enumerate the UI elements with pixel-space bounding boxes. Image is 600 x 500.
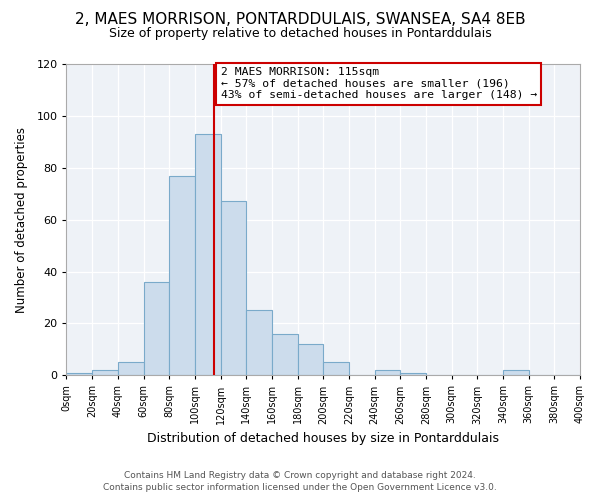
Bar bbox=[143, 282, 169, 376]
Bar bbox=[169, 176, 195, 376]
Bar bbox=[246, 310, 272, 376]
Text: 2, MAES MORRISON, PONTARDDULAIS, SWANSEA, SA4 8EB: 2, MAES MORRISON, PONTARDDULAIS, SWANSEA… bbox=[74, 12, 526, 28]
Bar bbox=[298, 344, 323, 376]
Text: Contains HM Land Registry data © Crown copyright and database right 2024.
Contai: Contains HM Land Registry data © Crown c… bbox=[103, 471, 497, 492]
Bar bbox=[221, 202, 246, 376]
Bar bbox=[323, 362, 349, 376]
X-axis label: Distribution of detached houses by size in Pontarddulais: Distribution of detached houses by size … bbox=[147, 432, 499, 445]
Bar bbox=[92, 370, 118, 376]
Text: 2 MAES MORRISON: 115sqm
← 57% of detached houses are smaller (196)
43% of semi-d: 2 MAES MORRISON: 115sqm ← 57% of detache… bbox=[221, 67, 537, 100]
Bar bbox=[374, 370, 400, 376]
Text: Size of property relative to detached houses in Pontarddulais: Size of property relative to detached ho… bbox=[109, 28, 491, 40]
Bar bbox=[272, 334, 298, 376]
Bar bbox=[400, 372, 426, 376]
Bar bbox=[67, 372, 92, 376]
Bar bbox=[503, 370, 529, 376]
Bar bbox=[195, 134, 221, 376]
Bar bbox=[118, 362, 143, 376]
Y-axis label: Number of detached properties: Number of detached properties bbox=[15, 126, 28, 312]
